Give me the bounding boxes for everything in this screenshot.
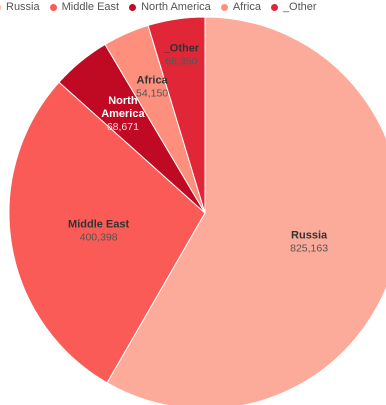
slice-name-label: North — [108, 95, 138, 107]
legend-label: Middle East — [61, 1, 120, 13]
legend-item-north-america[interactable]: North America — [129, 1, 211, 13]
slice-name-label: Africa — [137, 74, 169, 86]
legend-item-russia[interactable]: Russia — [0, 1, 40, 13]
chart-legend: Russia Middle East North America Africa _Oth… — [0, 0, 327, 14]
legend-swatch — [220, 3, 228, 11]
pie-slice-russia[interactable] — [106, 16, 386, 405]
legend-label: _Other — [282, 1, 317, 13]
legend-swatch — [270, 3, 278, 11]
slice-name-label: _Other — [163, 43, 200, 55]
pie-slice-middle-east[interactable] — [8, 81, 206, 384]
legend-label: Russia — [6, 1, 40, 13]
legend-swatch — [129, 3, 137, 11]
legend-label: Africa — [232, 1, 261, 13]
legend-label: North America — [141, 1, 211, 13]
slice-name-label: America — [101, 108, 145, 120]
slice-value-label: 66,350 — [165, 56, 197, 68]
slice-value-label: 400,398 — [80, 232, 118, 244]
legend-item-other[interactable]: _Other — [270, 1, 317, 13]
slice-name-label: Middle East — [68, 219, 129, 231]
legend-item-africa[interactable]: Africa — [220, 1, 261, 13]
slice-value-label: 54,150 — [136, 87, 168, 99]
legend-item-middle-east[interactable]: Middle East — [49, 1, 120, 13]
pie-slice-other[interactable] — [147, 16, 206, 214]
slice-name-label: Russia — [291, 229, 328, 241]
slice-value-label: 825,163 — [290, 242, 328, 254]
legend-swatch — [0, 3, 1, 11]
slice-value-label: 68,671 — [107, 121, 139, 133]
legend-swatch — [49, 3, 57, 11]
